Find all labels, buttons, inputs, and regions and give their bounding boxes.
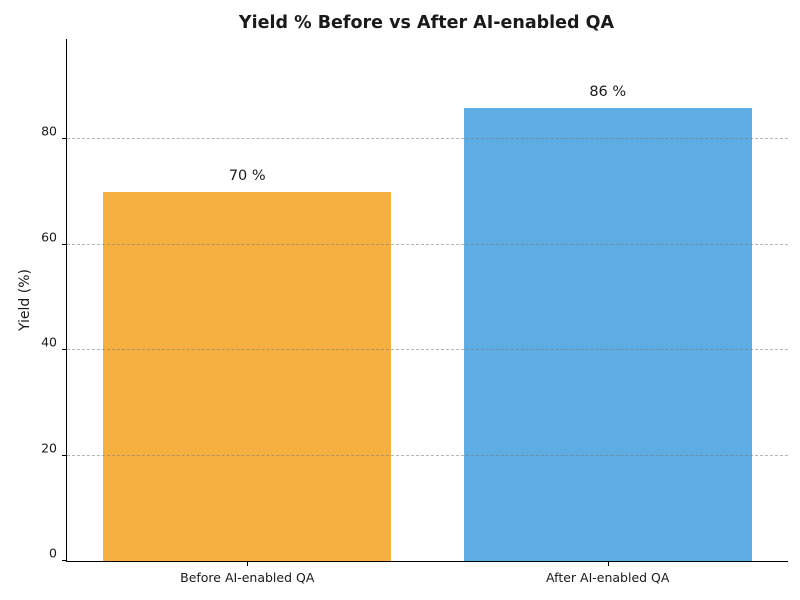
y-tick-mark [62, 454, 67, 456]
x-tick-mark [247, 561, 249, 566]
gridline-20 [67, 454, 788, 456]
y-tick-mark [62, 243, 67, 245]
bar-value-label: 86 % [589, 83, 627, 100]
y-tick-label: 80 [41, 123, 57, 139]
y-tick-label: 40 [41, 334, 57, 350]
x-tick-label: After AI-enabled QA [546, 570, 670, 585]
gridline-40 [67, 349, 788, 351]
chart-title: Yield % Before vs After AI-enabled QA [238, 13, 615, 33]
x-tick-label: Before AI-enabled QA [180, 570, 315, 585]
plot-area: 70 % Before AI-enabled QA 86 % After AI-ena… [41, 39, 788, 585]
x-tick-mark [607, 561, 609, 566]
y-tick-label: 0 [49, 545, 57, 561]
y-tick-mark [62, 138, 67, 140]
y-tick-label: 60 [41, 229, 57, 245]
y-tick-mark [62, 349, 67, 351]
bar-value-label: 70 % [228, 167, 266, 184]
y-axis-label: Yield (%) [17, 269, 33, 332]
bar-after [463, 107, 752, 561]
gridline-60 [67, 243, 788, 245]
y-tick-label: 20 [41, 440, 57, 456]
y-tick-mark [62, 560, 67, 561]
gridline-80 [67, 138, 788, 140]
bar-before [103, 191, 392, 561]
